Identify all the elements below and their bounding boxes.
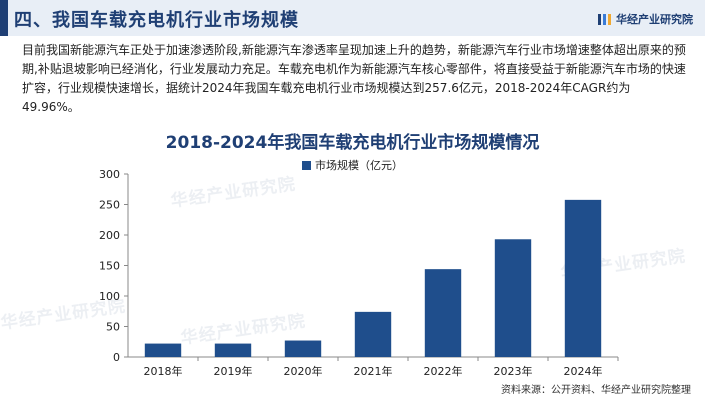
x-tick-label: 2022年 [424, 364, 463, 378]
bar [284, 340, 322, 357]
section-header: 四、我国车载充电机行业市场规模 华经产业研究院 [0, 0, 705, 36]
source-note: 资料来源：公开资料、华经产业研究院整理 [501, 385, 691, 396]
bar [564, 199, 602, 357]
y-tick-label: 250 [99, 199, 120, 212]
bar [214, 343, 252, 357]
x-tick-label: 2024年 [564, 364, 603, 378]
brand-logo-icon [598, 13, 611, 25]
x-tick-label: 2019年 [214, 364, 253, 378]
x-tick-label: 2023年 [494, 364, 533, 378]
chart-legend: 市场规模（亿元） [0, 157, 705, 173]
bar [144, 343, 182, 357]
legend-swatch [302, 161, 311, 170]
brand: 华经产业研究院 [598, 11, 693, 27]
x-tick-label: 2021年 [354, 364, 393, 378]
bar [494, 239, 532, 357]
x-tick-label: 2020年 [284, 364, 323, 378]
y-tick-label: 100 [99, 290, 120, 303]
bar [354, 311, 392, 357]
y-tick-label: 150 [99, 260, 120, 273]
brand-name: 华经产业研究院 [616, 13, 693, 26]
bar [424, 269, 462, 357]
y-tick-label: 300 [99, 168, 120, 181]
y-tick-label: 50 [106, 321, 120, 334]
y-tick-label: 0 [113, 351, 120, 364]
header-accent-bar [0, 0, 8, 36]
legend-label: 市场规模（亿元） [315, 159, 403, 172]
intro-paragraph: 目前我国新能源汽车正处于加速渗透阶段,新能源汽车渗透率呈现加速上升的趋势，新能源… [22, 43, 686, 114]
y-tick-label: 200 [99, 229, 120, 242]
x-tick-label: 2018年 [144, 364, 183, 378]
section-title: 四、我国车载充电机行业市场规模 [14, 10, 299, 31]
chart-title: 2018-2024年我国车载充电机行业市场规模情况 [165, 133, 540, 153]
